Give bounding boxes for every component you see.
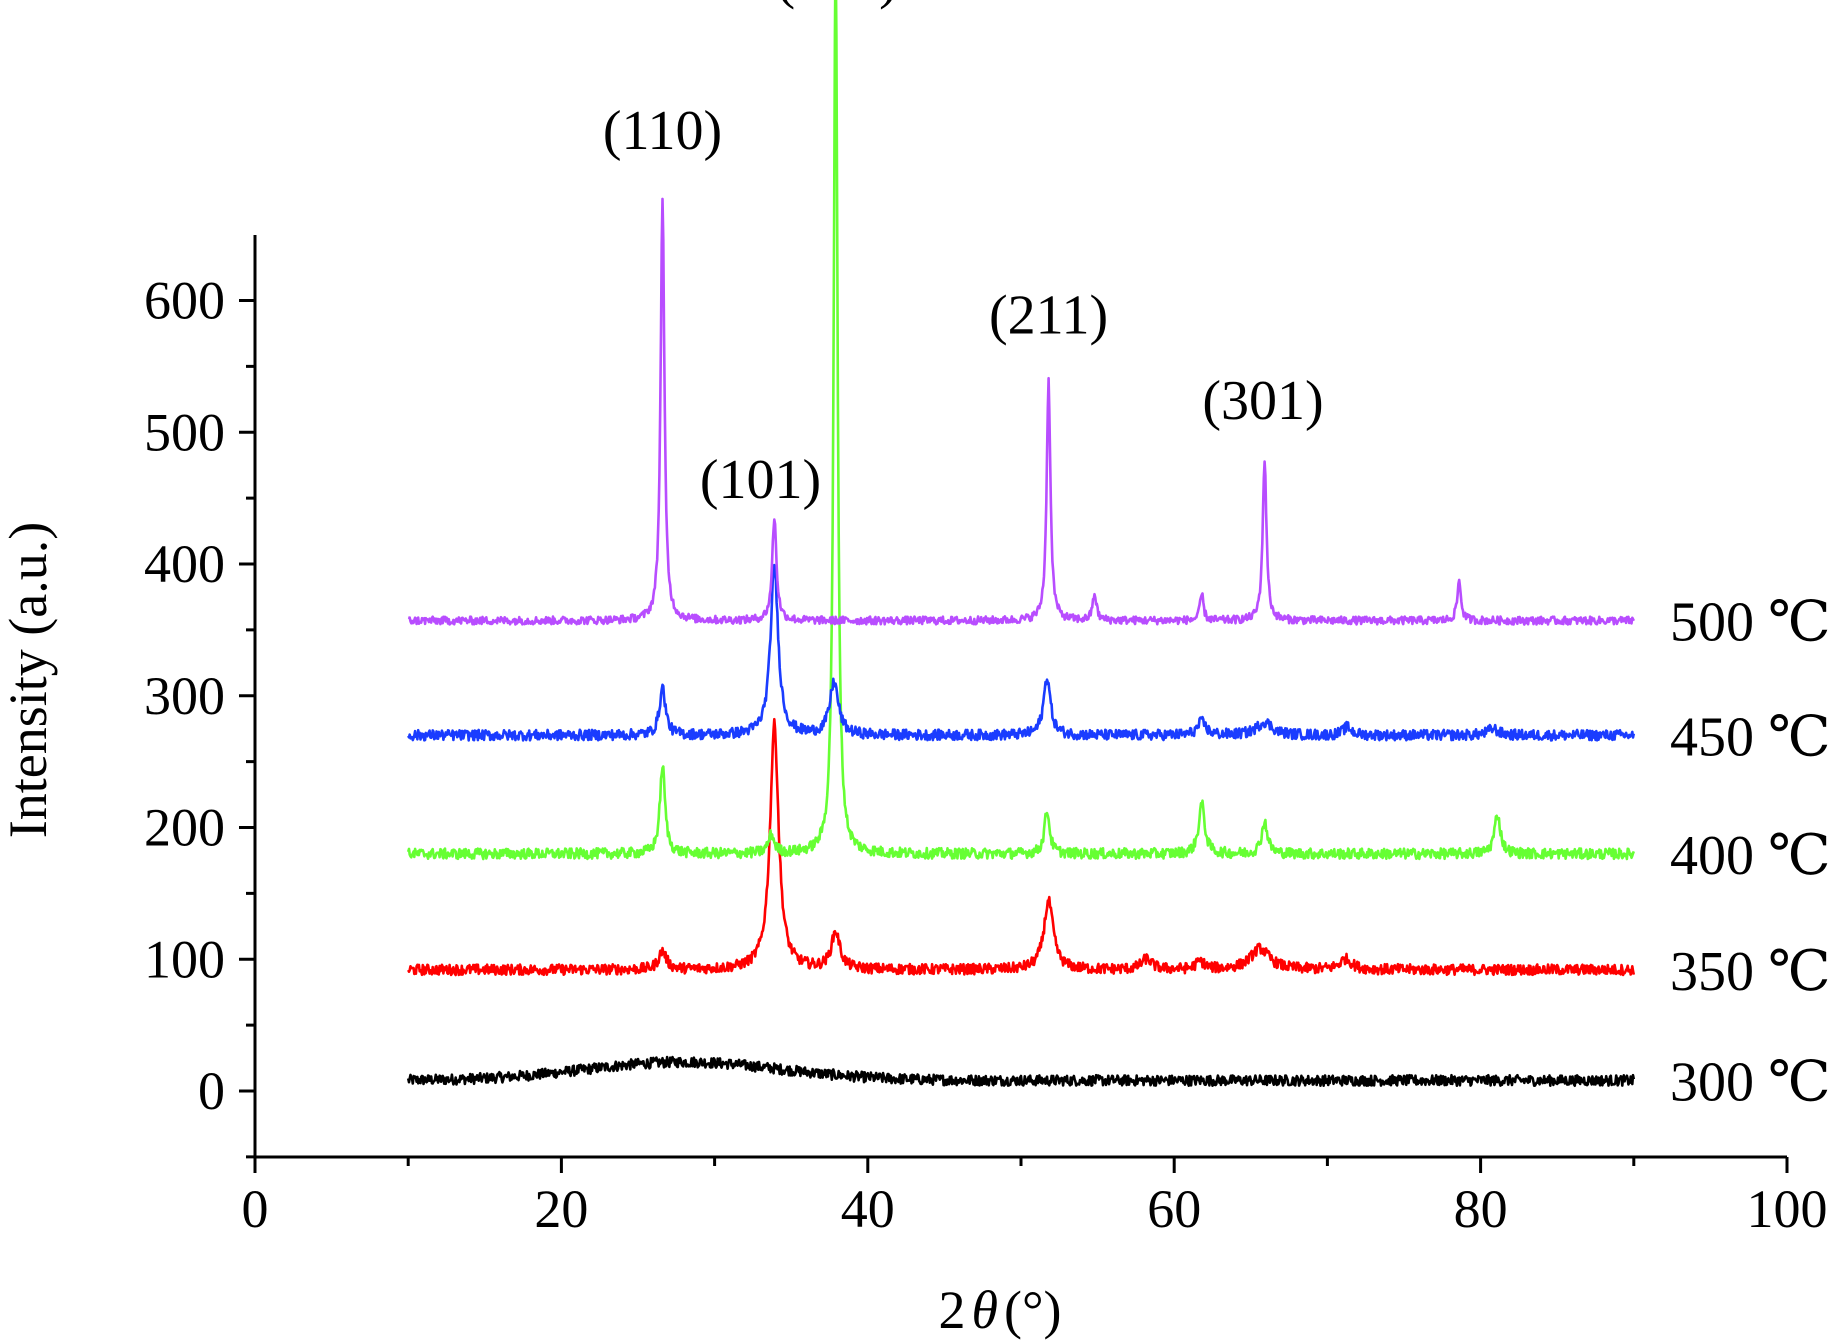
y-tick-label: 0 <box>198 1061 225 1121</box>
x-tick-labels: 0 20 40 60 80 100 <box>242 1179 1828 1239</box>
x-tick-label: 80 <box>1454 1179 1508 1239</box>
x-tick-label: 20 <box>534 1179 588 1239</box>
axes-group <box>239 235 1789 1173</box>
peak-label: (200) <box>777 0 898 10</box>
x-axis-title: 2 θ (°) <box>938 1280 1061 1340</box>
series-line-1 <box>407 717 1636 977</box>
y-tick-label: 500 <box>144 402 225 462</box>
series-label-4: 500 ℃ <box>1670 592 1831 654</box>
series-line-0 <box>406 1055 1636 1087</box>
y-axis-title: Intensity (a.u.) <box>0 522 58 838</box>
series-labels: 300 ℃ 350 ℃ 400 ℃ 450 ℃ 500 ℃ <box>1670 592 1831 1114</box>
peak-label: (101) <box>700 449 821 511</box>
series-label-0: 300 ℃ <box>1670 1051 1831 1113</box>
y-tick-label: 200 <box>144 798 225 858</box>
peak-label: (211) <box>989 284 1108 346</box>
series-label-3: 450 ℃ <box>1670 706 1831 768</box>
series-label-2: 400 ℃ <box>1670 825 1831 887</box>
series-group <box>406 0 1636 1087</box>
series-line-3 <box>407 563 1636 742</box>
x-tick-label: 40 <box>841 1179 895 1239</box>
series-line-4 <box>407 197 1635 626</box>
y-tick-labels: 0 100 200 300 400 500 600 <box>144 271 225 1122</box>
x-tick-label: 100 <box>1747 1179 1828 1239</box>
series-label-1: 350 ℃ <box>1670 941 1831 1003</box>
y-tick-label: 300 <box>144 666 225 726</box>
y-tick-label: 600 <box>144 271 225 331</box>
series-line-2 <box>406 0 1636 861</box>
x-tick-label: 0 <box>242 1179 269 1239</box>
peak-annotations: (110) (101) (200) (211) (301) <box>603 0 1324 511</box>
peak-label: (110) <box>603 100 722 162</box>
y-tick-label: 100 <box>144 929 225 989</box>
y-tick-label: 400 <box>144 534 225 594</box>
peak-label: (301) <box>1202 370 1323 432</box>
x-tick-label: 60 <box>1147 1179 1201 1239</box>
